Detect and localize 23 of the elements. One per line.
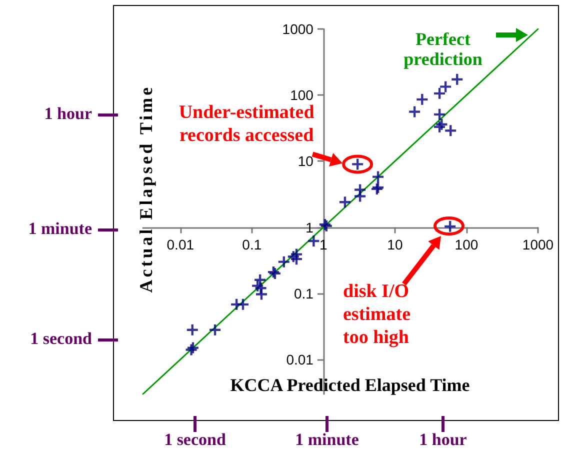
x-tick-label: 1 — [320, 236, 328, 252]
text: 1 hour — [418, 430, 468, 450]
text: 1 hour — [43, 104, 92, 124]
x-tick-label: 0.1 — [242, 236, 262, 252]
text: 1 minute — [27, 219, 92, 240]
y-tick-label: 1 — [306, 219, 314, 236]
y-tick-label: 100 — [290, 87, 314, 104]
x-tick-label: 0.01 — [166, 236, 194, 252]
annotation: Perfect prediction — [402, 29, 484, 70]
x-tick-label: 100 — [454, 236, 478, 252]
text: 1 second — [163, 430, 227, 450]
x-tick-label: 10 — [387, 236, 403, 252]
y-tick-label: 0.01 — [286, 351, 314, 368]
y-axis-title: Actual Elapsed Time — [136, 84, 158, 295]
text: 1 second — [29, 329, 92, 350]
y-tick-label: 10 — [298, 153, 314, 170]
annotation: Under-estimated records accessed — [178, 102, 314, 146]
annotation: disk I/O estimate too high — [343, 281, 412, 350]
x-tick-label: 1000 — [522, 236, 554, 252]
text: 1 minute — [294, 430, 360, 450]
y-tick-label: 1000 — [282, 21, 314, 37]
y-tick-label: 0.1 — [294, 285, 314, 302]
x-axis-title: KCCA Predicted Elapsed Time — [229, 375, 471, 397]
